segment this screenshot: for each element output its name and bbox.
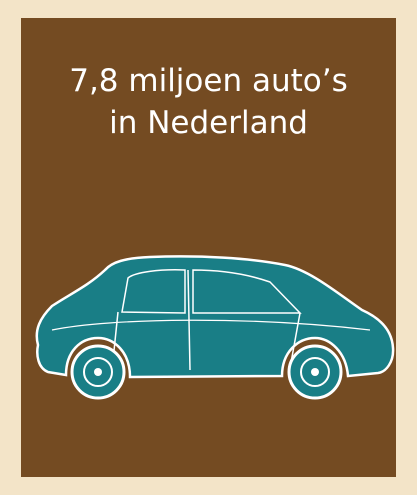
wheel xyxy=(70,344,126,400)
title: 7,8 miljoen auto’s in Nederland xyxy=(21,60,396,144)
title-line: 7,8 miljoen auto’s xyxy=(69,63,348,99)
wheel xyxy=(287,344,343,400)
window xyxy=(121,269,186,314)
title-line: in Nederland xyxy=(109,105,308,141)
car-illustration xyxy=(35,255,395,400)
body-line xyxy=(51,319,371,331)
card: 7,8 miljoen auto’s in Nederland xyxy=(21,18,396,477)
window xyxy=(192,269,302,314)
